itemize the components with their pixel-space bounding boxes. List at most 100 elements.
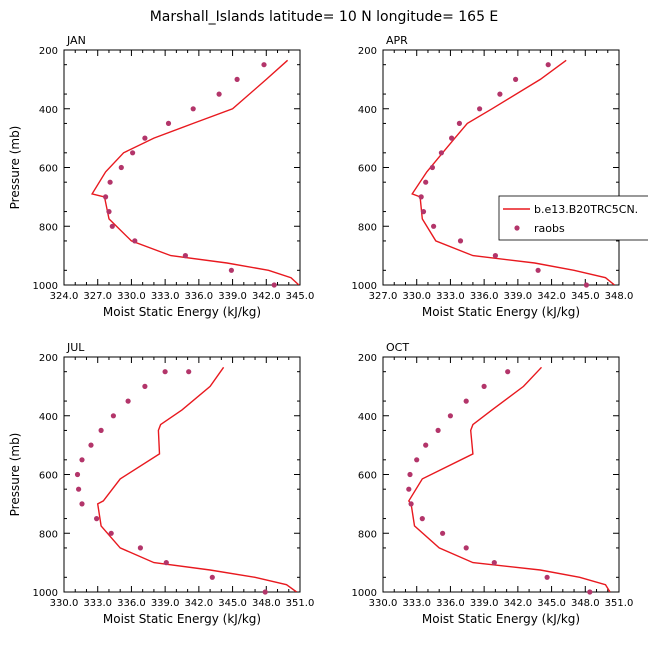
raobs-point bbox=[98, 427, 104, 433]
raobs-point bbox=[407, 471, 413, 478]
raobs-point bbox=[142, 135, 148, 141]
y-tick-label: 400 bbox=[358, 105, 377, 116]
legend-marker-swatch bbox=[514, 225, 520, 231]
panel-jul: 330.0 333.0 336.0 339.0 342.0 345.0 348.0 351.0… bbox=[8, 341, 314, 626]
raobs-point bbox=[418, 194, 424, 200]
y-axis-label: Pressure (mb) bbox=[8, 126, 22, 210]
x-tick-label: 351.0 bbox=[286, 598, 315, 609]
model-profile-line bbox=[407, 366, 611, 592]
x-tick-label: 336.0 bbox=[470, 291, 499, 302]
y-tick-label: 200 bbox=[358, 353, 377, 364]
plot-frame bbox=[63, 356, 301, 593]
panel-jan: 324.0 327.0 330.0 333.0 336.0 339.0 342.0 345.0… bbox=[8, 34, 314, 319]
raobs-point bbox=[544, 574, 550, 580]
raobs-point bbox=[419, 516, 425, 522]
x-axis-label: Moist Static Energy (kJ/kg) bbox=[103, 305, 261, 319]
raobs-point bbox=[492, 253, 498, 259]
raobs-point bbox=[438, 150, 444, 156]
raobs-point bbox=[457, 238, 464, 244]
x-axis-label: Moist Static Energy (kJ/kg) bbox=[422, 612, 580, 626]
y-tick-label: 800 bbox=[39, 222, 58, 233]
raobs-point bbox=[435, 427, 441, 433]
raobs-point bbox=[431, 223, 437, 229]
raobs-point bbox=[477, 106, 483, 112]
raobs-point bbox=[79, 457, 85, 463]
raobs-point bbox=[74, 471, 81, 478]
legend-label-model: b.e13.B20TRC5CN. bbox=[534, 203, 638, 216]
x-tick-label: 330.0 bbox=[117, 291, 146, 302]
legend-label-raobs: raobs bbox=[534, 222, 565, 235]
y-tick-label: 1000 bbox=[33, 588, 58, 599]
raobs-point bbox=[209, 574, 215, 580]
plot-frame bbox=[382, 49, 620, 286]
x-tick-label: 345.0 bbox=[571, 291, 600, 302]
figure-title: Marshall_Islands latitude= 10 N longitud… bbox=[149, 9, 499, 25]
raobs-point bbox=[94, 516, 100, 522]
x-tick-label: 336.0 bbox=[436, 598, 465, 609]
raobs-point bbox=[463, 398, 469, 404]
raobs-point bbox=[142, 383, 148, 389]
y-axis-label: Pressure (mb) bbox=[8, 433, 22, 517]
raobs-point bbox=[505, 369, 511, 375]
raobs-point bbox=[106, 209, 112, 215]
x-tick-label: 348.0 bbox=[252, 598, 281, 609]
x-tick-label: 342.0 bbox=[185, 598, 214, 609]
raobs-point bbox=[587, 589, 593, 595]
raobs-point bbox=[228, 267, 234, 273]
x-tick-label: 342.0 bbox=[504, 598, 533, 609]
raobs-point bbox=[79, 501, 85, 507]
raobs-point bbox=[497, 91, 503, 97]
x-tick-label: 327.0 bbox=[83, 291, 112, 302]
panel-label: JUL bbox=[66, 341, 85, 354]
x-tick-label: 324.0 bbox=[50, 291, 79, 302]
raobs-point bbox=[447, 413, 453, 419]
model-profile-line bbox=[411, 59, 615, 285]
raobs-point bbox=[125, 398, 131, 404]
raobs-point bbox=[234, 76, 240, 82]
x-tick-label: 348.0 bbox=[571, 598, 600, 609]
raobs-point bbox=[449, 135, 455, 141]
raobs-point bbox=[118, 164, 124, 171]
raobs-point bbox=[414, 457, 420, 463]
x-tick-label: 333.0 bbox=[402, 598, 431, 609]
raobs-point bbox=[165, 120, 172, 126]
y-tick-label: 600 bbox=[358, 164, 377, 175]
raobs-point bbox=[545, 62, 551, 68]
raobs-point bbox=[137, 545, 143, 551]
raobs-point bbox=[109, 223, 115, 229]
x-tick-label: 330.0 bbox=[369, 598, 398, 609]
y-tick-label: 1000 bbox=[352, 588, 377, 599]
raobs-point bbox=[186, 369, 192, 375]
raobs-point bbox=[182, 253, 188, 259]
raobs-point bbox=[103, 194, 109, 200]
x-tick-label: 351.0 bbox=[605, 598, 634, 609]
x-tick-label: 339.0 bbox=[151, 598, 180, 609]
plot-frame bbox=[382, 356, 620, 593]
y-tick-label: 200 bbox=[39, 46, 58, 57]
panel-oct: 330.0 333.0 336.0 339.0 342.0 345.0 348.0 351.0… bbox=[352, 341, 634, 626]
x-tick-label: 327.0 bbox=[369, 291, 398, 302]
x-tick-label: 336.0 bbox=[117, 598, 146, 609]
raobs-point bbox=[76, 486, 82, 492]
plot-frame bbox=[63, 49, 301, 286]
x-tick-label: 342.0 bbox=[537, 291, 566, 302]
raobs-point bbox=[110, 413, 116, 419]
x-tick-label: 333.0 bbox=[151, 291, 180, 302]
panel-label: OCT bbox=[386, 341, 409, 354]
y-tick-label: 400 bbox=[39, 412, 58, 423]
y-tick-label: 1000 bbox=[33, 281, 58, 292]
model-profile-line bbox=[91, 59, 300, 285]
y-tick-label: 200 bbox=[39, 353, 58, 364]
model-profile-line bbox=[96, 366, 298, 592]
x-tick-label: 339.0 bbox=[504, 291, 533, 302]
y-tick-label: 800 bbox=[39, 529, 58, 540]
raobs-point bbox=[190, 106, 196, 112]
x-tick-label: 345.0 bbox=[286, 291, 315, 302]
raobs-point bbox=[262, 589, 268, 595]
y-tick-label: 1000 bbox=[352, 281, 377, 292]
raobs-point bbox=[429, 164, 435, 171]
panel-label: APR bbox=[386, 34, 408, 47]
raobs-point bbox=[132, 238, 138, 244]
